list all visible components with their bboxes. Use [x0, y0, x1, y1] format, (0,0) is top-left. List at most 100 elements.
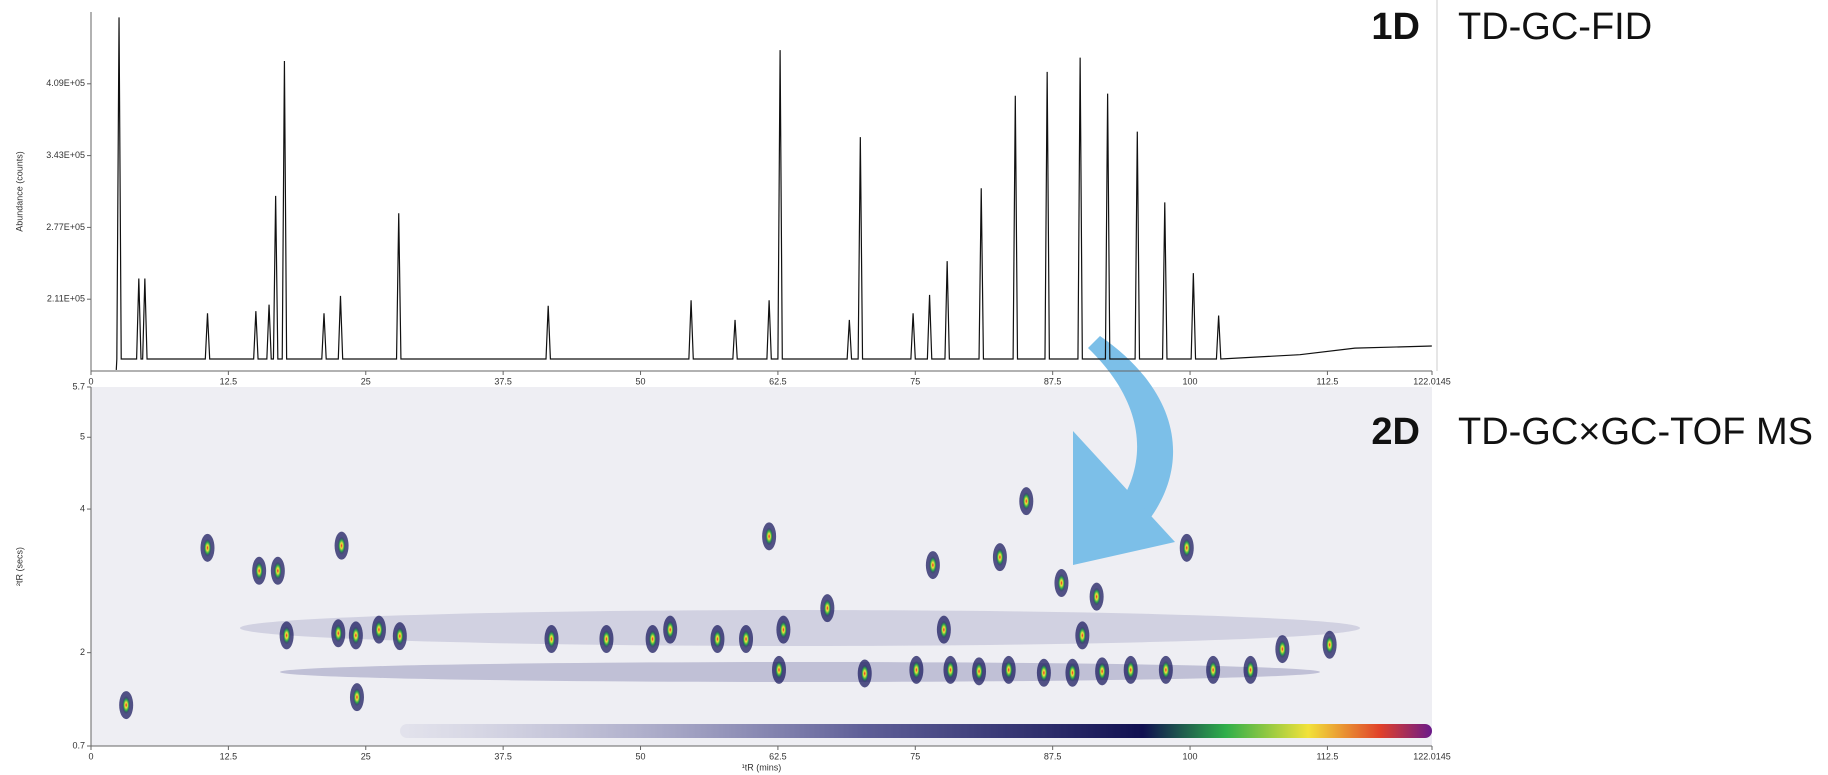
- spot-core: [946, 660, 955, 679]
- y-tick-label: 2.11E+05: [47, 294, 85, 304]
- y-tick-label: 4: [80, 503, 85, 513]
- x-tick-label: 100: [1183, 376, 1198, 386]
- spot-core: [255, 561, 264, 580]
- spot-core: [860, 664, 869, 683]
- x-tick-label: 50: [636, 751, 646, 761]
- spot-core: [1209, 660, 1218, 679]
- x-tick-label: 0: [88, 751, 93, 761]
- peak-spot: [252, 556, 267, 585]
- x-tick-label: 112.5: [1317, 376, 1339, 386]
- x-tick-label: 62.5: [769, 376, 787, 386]
- peak-spot: [1075, 621, 1090, 650]
- spot-core: [742, 630, 751, 649]
- x-tick-label: 37.5: [494, 751, 512, 761]
- peak-spot: [772, 655, 787, 684]
- spot-core: [203, 538, 212, 557]
- spot-core: [1092, 587, 1101, 606]
- peak-spot: [1243, 655, 1258, 684]
- peak-spot: [1019, 487, 1034, 516]
- spot-core: [1022, 492, 1031, 511]
- spot-core: [995, 548, 1004, 567]
- peak-spot: [119, 691, 134, 720]
- spot-core: [1325, 635, 1334, 654]
- x-tick-label: 50: [636, 376, 646, 386]
- band-smear: [280, 662, 1320, 682]
- spot-core: [928, 556, 937, 575]
- peak-spot: [1275, 635, 1290, 664]
- spot-core: [975, 662, 984, 681]
- y-tick-label: 5: [80, 432, 85, 442]
- peak-spot: [1179, 533, 1194, 562]
- peak-spot: [200, 533, 215, 562]
- y-axis-label: Abundance (counts): [14, 151, 24, 232]
- peak-spot: [1095, 657, 1110, 686]
- spot-core: [122, 696, 131, 715]
- spot-core: [1068, 663, 1077, 682]
- spot-core: [374, 620, 383, 639]
- column-bleed: [400, 724, 1432, 738]
- peak-spot: [909, 655, 924, 684]
- spot-core: [912, 660, 921, 679]
- arrow-body: [1088, 336, 1174, 525]
- spot-core: [823, 599, 832, 618]
- panel-label: 2D: [1371, 411, 1420, 453]
- peak-spot: [1089, 582, 1104, 611]
- y-tick-label: 2.77E+05: [46, 222, 85, 232]
- peak-spot: [663, 615, 678, 644]
- x-tick-label: 100: [1183, 751, 1198, 761]
- peak-spot: [334, 531, 349, 560]
- spot-core: [1039, 663, 1048, 682]
- spot-core: [765, 527, 774, 546]
- x-tick-label: 0: [88, 376, 93, 386]
- y-tick-label: 4.09E+05: [46, 78, 85, 88]
- peak-spot: [599, 625, 614, 654]
- peak-spot: [1158, 655, 1173, 684]
- spot-core: [939, 620, 948, 639]
- peak-spot: [544, 625, 559, 654]
- peak-spot: [1001, 655, 1016, 684]
- panel-title: TD-GC-FID: [1458, 6, 1652, 48]
- plot-background: [91, 387, 1432, 746]
- peak-spot: [936, 615, 951, 644]
- spot-core: [1004, 660, 1013, 679]
- x-tick-label: 25: [361, 376, 371, 386]
- peak-spot: [943, 655, 958, 684]
- x-tick-label: 122.0145: [1413, 376, 1451, 386]
- peak-spot: [392, 622, 407, 651]
- x-axis-label: ¹tR (mins): [742, 762, 782, 772]
- peak-spot: [1054, 569, 1069, 598]
- peak-spot: [776, 615, 791, 644]
- spot-core: [547, 630, 556, 649]
- x-tick-label: 62.5: [769, 751, 787, 761]
- peak-spot: [1322, 630, 1337, 659]
- peak-spot: [857, 659, 872, 688]
- peak-spot: [348, 621, 363, 650]
- peak-spot: [762, 522, 777, 551]
- x-tick-label: 25: [361, 751, 371, 761]
- peak-spot: [739, 625, 754, 654]
- y-tick-label: 0.7: [72, 740, 85, 750]
- spot-core: [1078, 626, 1087, 645]
- y-tick-label: 3.43E+05: [46, 150, 85, 160]
- x-tick-label: 87.5: [1044, 751, 1062, 761]
- peak-spot: [279, 621, 294, 650]
- arrow-head: [1073, 431, 1175, 565]
- y-axis-label: ²tR (secs): [14, 547, 24, 586]
- spot-core: [779, 620, 788, 639]
- x-tick-label: 12.5: [220, 751, 238, 761]
- spot-core: [1161, 660, 1170, 679]
- spot-core: [1126, 660, 1135, 679]
- peak-spot: [992, 543, 1007, 572]
- peak-spot: [1206, 655, 1221, 684]
- peak-spot: [1123, 655, 1138, 684]
- peak-spot: [972, 657, 987, 686]
- x-tick-label: 87.5: [1044, 376, 1062, 386]
- spot-core: [666, 620, 675, 639]
- panel-label: 1D: [1371, 6, 1420, 48]
- spot-core: [1057, 574, 1066, 593]
- spot-core: [1246, 660, 1255, 679]
- spot-core: [713, 630, 722, 649]
- y-tick-label: 5.7: [72, 381, 85, 391]
- peak-spot: [645, 625, 660, 654]
